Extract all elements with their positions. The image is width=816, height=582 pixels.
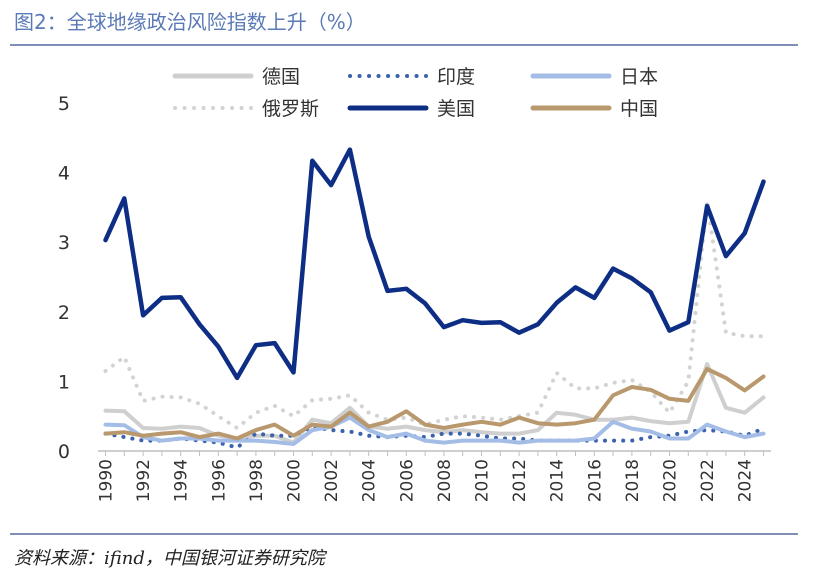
y-tick-label: 4 xyxy=(58,163,70,185)
x-tick-label: 2024 xyxy=(736,459,756,502)
x-tick-label: 1992 xyxy=(134,459,154,502)
x-tick-label: 2002 xyxy=(322,459,342,502)
legend-item: 俄罗斯 xyxy=(173,98,319,120)
legend-item: 德国 xyxy=(172,66,300,88)
legend-label: 俄罗斯 xyxy=(262,98,319,120)
x-axis: 1990 1992 1994 1996 1998 2000 2002 2004 2006 2008… xyxy=(97,450,771,502)
page-title: 图2：全球地缘政治风险指数上升（%） xyxy=(14,10,366,34)
x-tick-label: 2004 xyxy=(360,459,380,502)
y-tick-label: 3 xyxy=(58,232,70,254)
series-line-美国 xyxy=(103,147,766,381)
y-tick-label: 5 xyxy=(58,93,70,115)
x-tick-label: 2010 xyxy=(472,459,492,502)
legend-label: 印度 xyxy=(437,66,475,88)
x-tick-label: 2008 xyxy=(435,459,455,502)
x-tick-label: 1990 xyxy=(97,459,117,502)
source-note: 资料来源：ifind，中国银河证券研究院 xyxy=(14,548,325,569)
x-tick-label: 2000 xyxy=(285,459,305,502)
legend-label: 德国 xyxy=(262,66,300,88)
x-tick-label: 2018 xyxy=(623,459,643,502)
legend-label: 中国 xyxy=(620,98,658,120)
legend-label: 美国 xyxy=(437,98,475,120)
x-tick-label: 2020 xyxy=(660,459,680,502)
x-tick-label: 2006 xyxy=(397,459,417,502)
series-line-印度 xyxy=(103,424,766,450)
x-tick-label: 2012 xyxy=(510,459,530,502)
legend-item: 日本 xyxy=(530,66,658,88)
series-line-中国 xyxy=(103,366,766,441)
title-divider xyxy=(10,44,798,46)
y-tick-label: 2 xyxy=(58,302,70,324)
y-tick-label: 1 xyxy=(58,371,70,393)
legend-item: 中国 xyxy=(530,98,658,120)
series-line-德国 xyxy=(103,362,766,445)
series-lines xyxy=(103,147,766,450)
x-tick-label: 1996 xyxy=(209,459,229,502)
footer-divider xyxy=(10,533,798,535)
x-tick-label: 2022 xyxy=(698,459,718,502)
x-tick-label: 2014 xyxy=(548,459,568,502)
series-line-俄罗斯 xyxy=(103,198,766,430)
x-tick-label: 2016 xyxy=(585,459,605,502)
series-line-日本 xyxy=(103,415,766,446)
legend-label: 日本 xyxy=(620,66,658,88)
y-axis: 0 1 2 3 4 5 xyxy=(58,93,70,463)
x-tick-label: 1998 xyxy=(247,459,267,502)
legend-item: 印度 xyxy=(348,66,475,88)
y-tick-label: 0 xyxy=(58,441,70,463)
legend-item: 美国 xyxy=(347,98,475,120)
x-tick-label: 1994 xyxy=(172,459,192,502)
